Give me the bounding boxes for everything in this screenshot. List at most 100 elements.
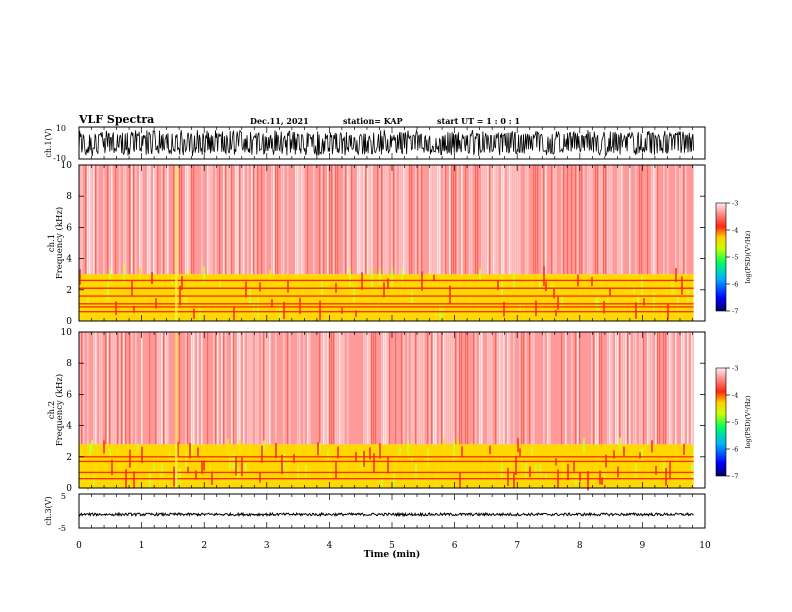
spectral-column <box>117 332 119 445</box>
spectral-column <box>667 332 669 445</box>
spectral-column <box>243 165 245 275</box>
spectral-column <box>453 165 455 275</box>
spectral-speckle <box>407 284 409 295</box>
spectral-column <box>487 165 489 275</box>
spectral-column <box>79 165 81 275</box>
spectral-column <box>529 332 531 445</box>
ch1-spectrogram-panel: 0 2 4 6 8 10 ch.1 Frequency (kHz) <box>47 161 706 327</box>
spectral-column <box>619 165 621 275</box>
spectral-speckle <box>535 464 537 475</box>
spectral-speckle <box>531 293 533 312</box>
spectral-column <box>455 332 457 445</box>
spectral-column <box>215 332 217 445</box>
spectral-speckle <box>651 440 653 453</box>
spectral-speckle <box>161 463 163 478</box>
spectral-speckle <box>469 296 471 306</box>
xtick-label: 9 <box>640 541 646 551</box>
spectral-speckle <box>319 300 321 321</box>
spectral-column <box>393 165 395 275</box>
spectral-speckle <box>607 297 609 305</box>
spectral-speckle <box>409 299 411 311</box>
spectral-speckle <box>289 461 291 471</box>
spectral-column <box>655 332 657 445</box>
spectral-column <box>165 332 167 445</box>
spectral-column <box>413 332 415 445</box>
spectral-speckle <box>353 285 355 302</box>
spectral-column <box>367 332 369 445</box>
xtick-label: 2 <box>201 541 207 551</box>
spectral-column <box>363 165 365 275</box>
spectral-column <box>607 165 609 275</box>
spectral-column <box>419 332 421 445</box>
spectral-column <box>591 165 593 275</box>
spectral-column <box>283 165 285 275</box>
spectral-column <box>597 332 599 445</box>
spectral-column <box>657 332 659 445</box>
spectral-speckle <box>407 439 409 455</box>
spectral-column <box>453 332 455 445</box>
spectral-speckle <box>443 439 445 455</box>
spectral-speckle <box>675 451 677 469</box>
spectral-column <box>405 165 407 275</box>
spectral-speckle <box>551 451 553 465</box>
spectral-speckle <box>373 453 375 473</box>
spectral-speckle <box>129 449 131 468</box>
spectral-column <box>327 165 329 275</box>
spectral-column <box>545 165 547 275</box>
spectral-column <box>179 332 181 445</box>
spectral-column <box>129 165 131 275</box>
spectral-speckle <box>263 440 265 452</box>
spectral-speckle <box>579 472 581 482</box>
spectral-column <box>95 165 97 275</box>
ch1-waveform-panel: 10 -10 ch.1(V) <box>44 124 706 163</box>
spectral-speckle <box>197 300 199 319</box>
spectral-column <box>543 332 545 445</box>
spectral-column <box>237 165 239 275</box>
spectral-column <box>431 332 433 445</box>
spectral-column <box>351 165 353 275</box>
spectral-speckle <box>215 454 217 467</box>
spectral-speckle <box>107 282 109 301</box>
spectral-column <box>547 332 549 445</box>
spectral-column <box>403 332 405 445</box>
spectral-speckle <box>253 470 255 485</box>
spectral-column <box>247 165 249 275</box>
spectral-speckle <box>139 267 141 283</box>
ch2-spectrogram-panel: 0 2 4 6 8 10 ch.2 Frequency (kHz) <box>47 328 706 494</box>
spectral-speckle <box>369 447 371 460</box>
spectral-band <box>79 481 694 488</box>
spectral-column <box>507 165 509 275</box>
spectral-column <box>157 332 159 445</box>
spectral-column <box>115 332 117 445</box>
spectral-column <box>639 165 641 275</box>
spectral-speckle <box>653 451 655 459</box>
spectral-column <box>297 165 299 275</box>
spectral-speckle <box>653 292 655 311</box>
spectral-column <box>683 165 685 275</box>
spectral-speckle <box>283 301 285 320</box>
spectral-column <box>185 165 187 275</box>
spectral-column <box>621 165 623 275</box>
spectral-column <box>587 165 589 275</box>
ch3-ytick-top: 5 <box>61 492 66 501</box>
spectral-column <box>491 332 493 445</box>
spectral-speckle <box>623 446 625 457</box>
spectral-column <box>323 165 325 275</box>
spectral-column <box>681 165 683 275</box>
spectral-column <box>287 165 289 275</box>
spectral-column <box>461 332 463 445</box>
spectral-speckle <box>461 446 463 458</box>
spectral-column <box>467 332 469 445</box>
spectral-column <box>141 165 143 275</box>
spectral-speckle <box>115 301 117 315</box>
spectral-column <box>579 165 581 275</box>
spectral-speckle <box>443 298 445 312</box>
spectral-speckle <box>169 294 171 304</box>
spectral-speckle <box>171 277 173 285</box>
spectral-speckle <box>363 450 365 467</box>
spectral-column <box>303 165 305 275</box>
spectral-speckle <box>91 440 93 452</box>
spectral-column <box>503 332 505 445</box>
spectral-speckle <box>179 467 181 485</box>
spectral-column <box>415 332 417 445</box>
